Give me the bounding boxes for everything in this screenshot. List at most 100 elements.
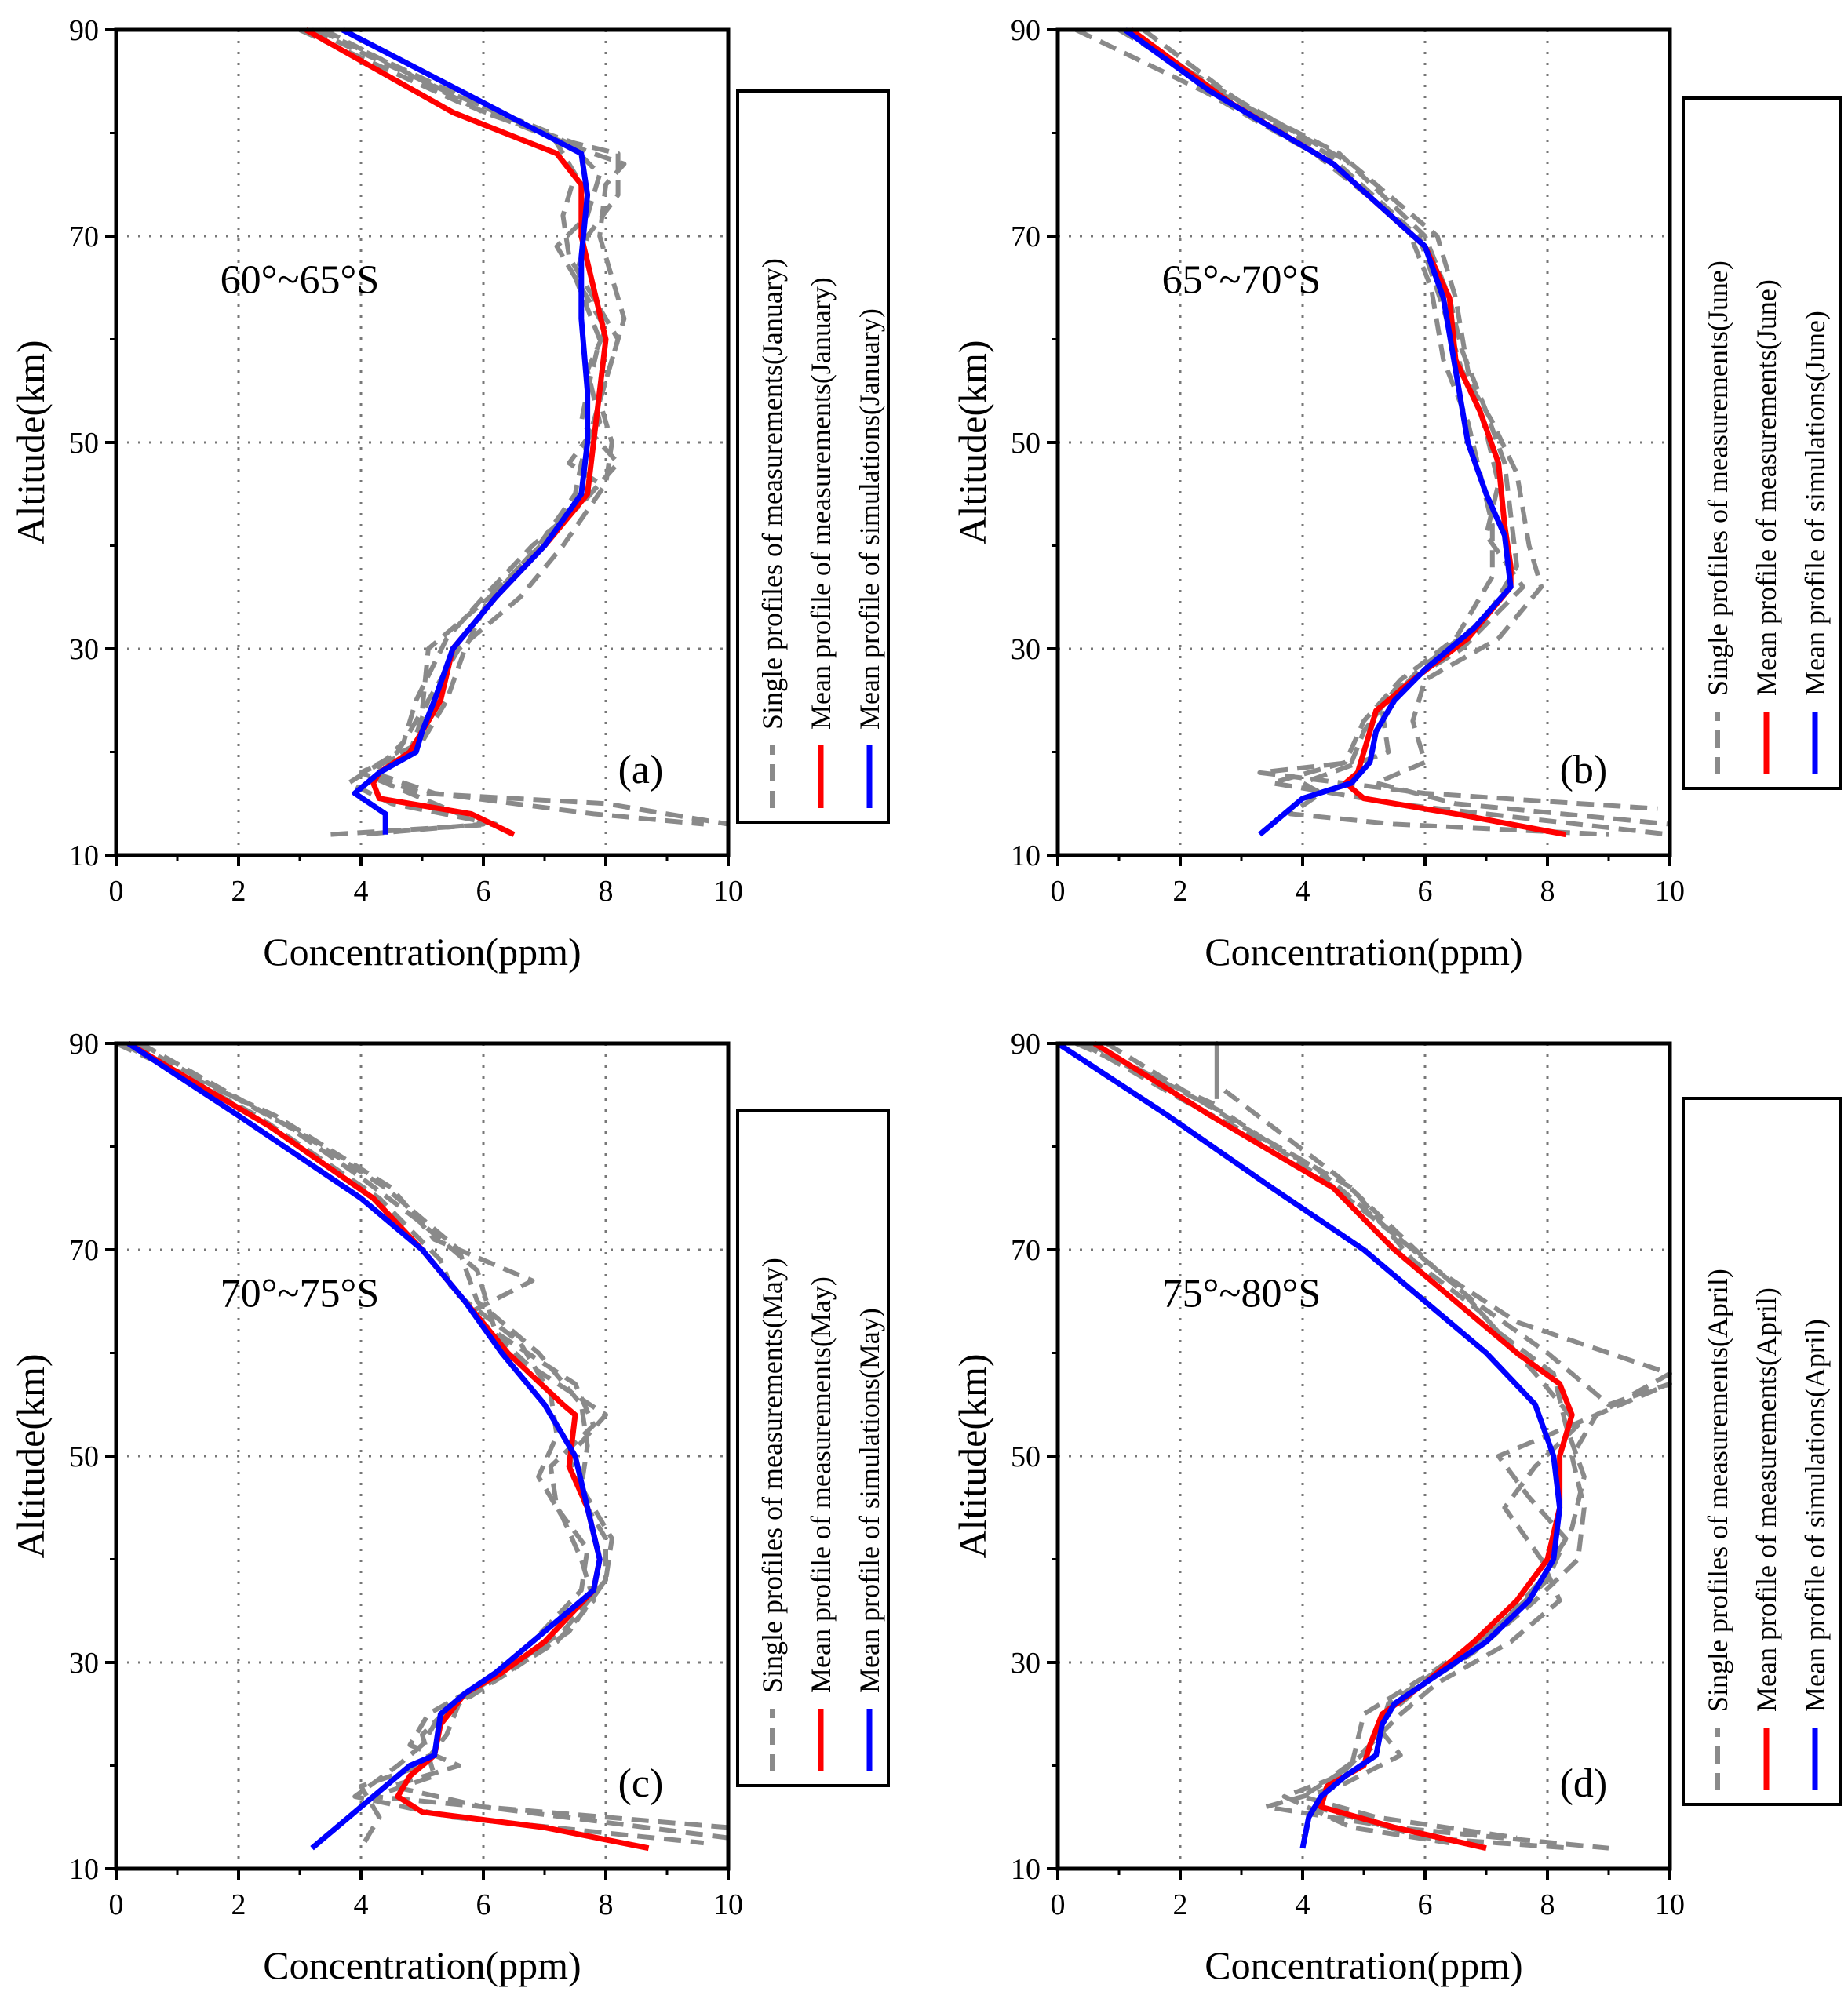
single-profile-line [1129, 27, 1609, 837]
legend-frame [736, 89, 890, 824]
x-tick-label: 0 [1051, 1888, 1066, 1921]
panel-c: 0 2 4 6 8 10 10 30 50 70 90 Concentration(ppm) Altit… [9, 1028, 890, 1987]
x-tick-label: 10 [1655, 875, 1685, 908]
y-axis-title: Altitude(km) [9, 1353, 53, 1558]
region-label: 70°~75°S [221, 1271, 380, 1316]
x-tick-label: 6 [1418, 1888, 1433, 1921]
x-tick-label: 4 [354, 1888, 369, 1921]
y-tick-label: 10 [69, 839, 99, 872]
x-tick-label: 10 [713, 875, 743, 908]
legend: Single profiles of measurements(January)… [736, 89, 890, 824]
mean-simulation-line [1123, 27, 1514, 837]
y-tick-label: 30 [69, 633, 99, 666]
x-tick-label: 0 [109, 875, 124, 908]
y-tick-label: 90 [69, 14, 99, 47]
y-tick-label: 10 [1011, 1853, 1041, 1886]
x-axis-title: Concentration(ppm) [1205, 930, 1522, 974]
plot-frame [1055, 1041, 1672, 1871]
x-tick-label: 4 [1296, 875, 1310, 908]
single-profile-line [139, 1041, 614, 1850]
y-tick-label: 30 [69, 1647, 99, 1680]
y-tick-label: 50 [69, 1440, 99, 1473]
single-profile-line [311, 27, 621, 837]
panel-tag: (b) [1560, 748, 1608, 792]
legend: Single profiles of measurements(May) Mean… [736, 1109, 890, 1787]
mean-simulation-line [126, 1041, 603, 1851]
y-axis-title: Altitude(km) [950, 340, 994, 544]
legend-entry: Single profiles of measurements(June) [1702, 260, 1733, 696]
y-axis-title: Altitude(km) [9, 340, 53, 544]
legend-entry: Single profiles of measurements(January) [756, 258, 788, 730]
panel-b: 0 2 4 6 8 10 10 30 50 70 90 Concentration(ppm) Altit… [950, 14, 1842, 974]
x-tick-label: 4 [354, 875, 369, 908]
legend: Single profiles of measurements(June) Mea… [1682, 96, 1842, 790]
legend-entry: Mean profile of simulations(June) [1799, 311, 1831, 696]
legend-entry: Mean profile of measurements(April) [1751, 1287, 1782, 1712]
y-tick-label: 90 [1011, 1028, 1041, 1061]
legend-entry: Single profiles of measurements(May) [756, 1258, 788, 1693]
panel-a: 0 2 4 6 8 10 10 30 50 70 90 Concentration(ppm) Altit… [9, 14, 890, 974]
x-tick-label: 8 [1540, 1888, 1555, 1921]
single-profile-line [1142, 27, 1671, 837]
single-profile-line [323, 27, 705, 827]
y-tick-label: 10 [69, 1853, 99, 1886]
x-tick-label: 6 [476, 875, 491, 908]
single-profile-line [317, 27, 608, 837]
panel-tag: (c) [618, 1761, 664, 1806]
mean-measurement-line [1092, 1041, 1575, 1852]
legend-frame [1682, 1097, 1842, 1806]
x-tick-label: 6 [1418, 875, 1433, 908]
x-tick-label: 8 [599, 875, 614, 908]
y-tick-label: 50 [1011, 1440, 1041, 1473]
panel-d: 0 2 4 6 8 10 10 30 50 70 90 Concentration(ppm) Altit… [950, 1028, 1842, 1987]
x-tick-label: 6 [476, 1888, 491, 1921]
gridlines [1058, 1043, 1670, 1869]
y-axis-title: Altitude(km) [950, 1353, 994, 1558]
y-tick-label: 70 [1011, 220, 1041, 253]
legend-entry: Mean profile of simulations(April) [1799, 1319, 1831, 1712]
y-tick-label: 90 [1011, 14, 1041, 47]
x-axis-title: Concentration(ppm) [263, 930, 581, 974]
panel-tag: (a) [618, 748, 664, 792]
single-profile-line [1105, 1041, 1580, 1846]
panel-tag: (d) [1560, 1761, 1608, 1806]
legend-entry: Mean profile of measurements(June) [1751, 279, 1782, 696]
y-tick-label: 90 [69, 1028, 99, 1061]
legend-entry: Mean profile of simulations(May) [854, 1308, 885, 1693]
legend-frame [736, 1109, 890, 1787]
x-tick-label: 0 [1051, 875, 1066, 908]
y-tick-label: 10 [1011, 839, 1041, 872]
y-tick-label: 30 [1011, 633, 1041, 666]
single-profile-line [1075, 27, 1671, 827]
x-axis-title: Concentration(ppm) [1205, 1943, 1522, 1987]
legend-frame [1682, 96, 1842, 790]
y-tick-label: 70 [69, 1234, 99, 1267]
single-profile-line [1081, 1041, 1672, 1841]
y-tick-label: 70 [1011, 1234, 1041, 1267]
x-tick-label: 2 [1173, 875, 1188, 908]
mean-simulation-line [1056, 1041, 1563, 1849]
x-tick-label: 2 [231, 1888, 246, 1921]
legend-entry: Mean profile of simulations(January) [854, 308, 885, 730]
single-profile-line [121, 1041, 705, 1846]
x-tick-label: 8 [599, 1888, 614, 1921]
x-tick-label: 4 [1296, 1888, 1310, 1921]
mean-simulation-line [341, 27, 591, 835]
x-tick-label: 2 [1173, 1888, 1188, 1921]
single-profile-line [1117, 27, 1658, 811]
x-tick-label: 10 [1655, 1888, 1685, 1921]
single-profile-line [298, 27, 729, 827]
mean-measurement-line [1129, 27, 1567, 838]
single-profile-line [115, 1041, 729, 1830]
legend-entry: Single profiles of measurements(April) [1702, 1269, 1733, 1712]
legend-entry: Mean profile of measurements(May) [805, 1276, 837, 1693]
single-profile-line [1075, 1041, 1672, 1851]
y-tick-label: 70 [69, 220, 99, 253]
y-tick-label: 30 [1011, 1647, 1041, 1680]
x-tick-label: 0 [109, 1888, 124, 1921]
region-label: 75°~80°S [1162, 1271, 1321, 1316]
x-axis-title: Concentration(ppm) [263, 1943, 581, 1987]
single-profile-line [133, 1041, 729, 1841]
legend: Single profiles of measurements(April) Me… [1682, 1097, 1842, 1806]
region-label: 65°~70°S [1162, 257, 1321, 302]
